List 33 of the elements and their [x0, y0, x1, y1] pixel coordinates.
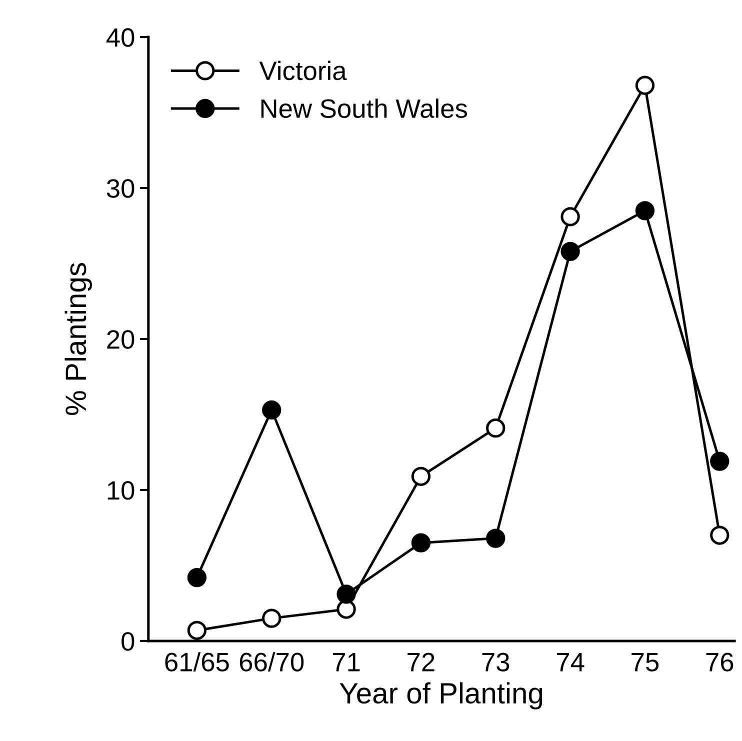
x-axis-title: Year of Planting [340, 682, 542, 710]
point [336, 584, 356, 604]
x-tick-label: 61/65 [165, 652, 229, 672]
y-tick-label: 0 [122, 632, 134, 651]
x-tick-label: 75 [632, 653, 659, 672]
point [710, 452, 730, 471]
point [560, 207, 580, 226]
y-tick-label: 20 [107, 330, 134, 349]
point [635, 76, 655, 95]
point [560, 242, 580, 262]
x-tick-label: 74 [556, 653, 584, 672]
y-tick-label: 40 [106, 28, 134, 47]
point [486, 418, 506, 438]
point [710, 526, 730, 545]
legend-label: Victoria [259, 60, 347, 80]
point [411, 466, 431, 486]
x-tick-label: 66/70 [240, 652, 304, 672]
point [187, 620, 207, 640]
y-tick-label: 10 [108, 481, 134, 500]
point [262, 400, 282, 420]
x-tick-label: 72 [408, 652, 434, 672]
point [187, 568, 207, 588]
y-axis-title: % Plantings [64, 263, 92, 415]
point [635, 201, 655, 220]
point [486, 528, 506, 548]
x-tick-label: 71 [332, 653, 360, 672]
point [411, 533, 431, 552]
point [336, 600, 356, 619]
y-tick-label: 30 [106, 179, 134, 198]
point [262, 608, 282, 628]
legend-label: New South Wales [261, 98, 468, 118]
x-tick-label: 76 [706, 652, 734, 672]
x-tick-label: 73 [482, 652, 510, 672]
